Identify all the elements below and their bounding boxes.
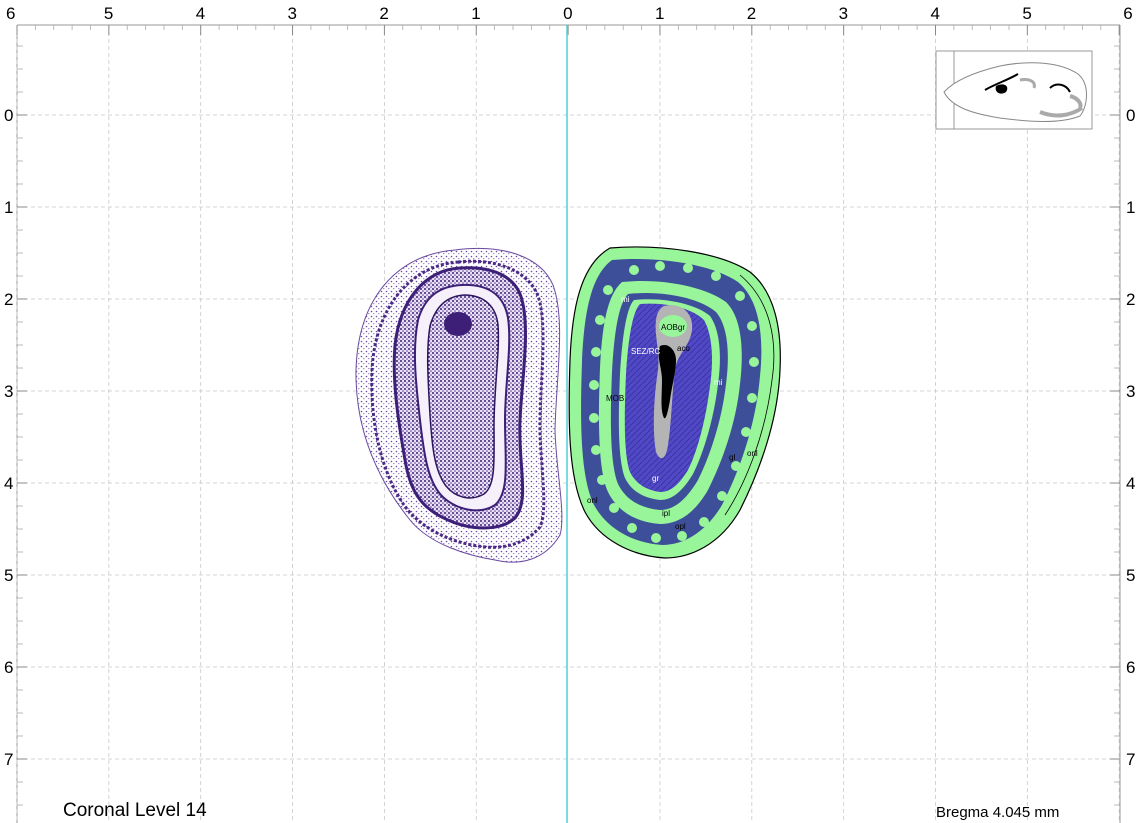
top-axis-label: 6 bbox=[6, 4, 15, 23]
side-axis-label-left: 3 bbox=[4, 382, 13, 401]
label-gr: gr bbox=[652, 474, 659, 483]
label-ipl: ipl bbox=[662, 509, 670, 518]
bregma-caption: Bregma 4.045 mm bbox=[936, 804, 1060, 821]
label-mi-right: mi bbox=[714, 378, 723, 387]
side-axis-label-right: 7 bbox=[1126, 750, 1135, 769]
region-labels: AOBgr aco SEZ/RC MOB mi mi gl onl onl gr… bbox=[587, 295, 758, 531]
side-axis-label-right: 1 bbox=[1126, 198, 1135, 217]
label-aco: aco bbox=[677, 344, 690, 353]
side-axis-label-right: 5 bbox=[1126, 566, 1135, 585]
side-axis-label-left: 7 bbox=[4, 750, 13, 769]
top-axis-label: 4 bbox=[931, 4, 940, 23]
top-axis-label: 3 bbox=[288, 4, 297, 23]
side-axis-label-right: 3 bbox=[1126, 382, 1135, 401]
coronal-level-caption: Coronal Level 14 bbox=[63, 800, 207, 821]
sagittal-inset-thumbnail bbox=[935, 50, 1093, 130]
top-axis-label: 0 bbox=[563, 4, 572, 23]
label-mi-top: mi bbox=[621, 295, 630, 304]
label-sez-rc: SEZ/RC bbox=[631, 347, 661, 356]
top-axis-label: 2 bbox=[379, 4, 388, 23]
side-axis-label-left: 4 bbox=[4, 474, 13, 493]
side-axis-label-left: 2 bbox=[4, 290, 13, 309]
label-opl: opl bbox=[675, 522, 686, 531]
top-axis-label: 6 bbox=[1123, 4, 1132, 23]
label-aobgr: AOBgr bbox=[661, 323, 685, 332]
top-axis-label: 5 bbox=[104, 4, 113, 23]
side-axis-label-right: 0 bbox=[1126, 106, 1135, 125]
side-axis-label-left: 0 bbox=[4, 106, 13, 125]
side-axis-label-right: 6 bbox=[1126, 658, 1135, 677]
top-axis-label: 4 bbox=[196, 4, 205, 23]
side-axis-label-left: 6 bbox=[4, 658, 13, 677]
grid-lines bbox=[16, 24, 1121, 823]
side-axis-labels: 0 0 1 1 2 2 3 3 4 4 5 5 6 6 7 7 bbox=[4, 106, 1135, 769]
side-axis-label-left: 1 bbox=[4, 198, 13, 217]
side-axis-label-left: 5 bbox=[4, 566, 13, 585]
top-axis-label: 5 bbox=[1022, 4, 1031, 23]
nissl-section-image bbox=[355, 247, 563, 563]
label-mob: MOB bbox=[606, 394, 624, 403]
top-axis-labels: 6 5 4 3 2 1 0 1 2 3 4 5 6 bbox=[6, 4, 1133, 23]
atlas-olfactory-bulb-diagram bbox=[568, 246, 781, 559]
top-axis-label: 3 bbox=[839, 4, 848, 23]
label-gl: gl bbox=[729, 453, 735, 462]
side-axis-label-right: 4 bbox=[1126, 474, 1135, 493]
top-axis-label: 1 bbox=[471, 4, 480, 23]
top-axis-label: 1 bbox=[655, 4, 664, 23]
side-axis-label-right: 2 bbox=[1126, 290, 1135, 309]
label-onl-left: onl bbox=[587, 496, 598, 505]
top-axis-label: 2 bbox=[747, 4, 756, 23]
label-onl-right: onl bbox=[747, 449, 758, 458]
